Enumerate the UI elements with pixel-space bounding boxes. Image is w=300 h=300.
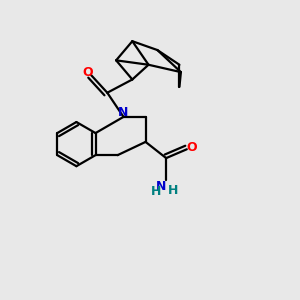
Text: N: N [156,180,166,193]
Text: H: H [151,185,161,199]
Text: N: N [118,106,129,119]
Text: O: O [186,141,196,154]
Text: O: O [82,66,93,79]
Text: H: H [167,184,178,197]
